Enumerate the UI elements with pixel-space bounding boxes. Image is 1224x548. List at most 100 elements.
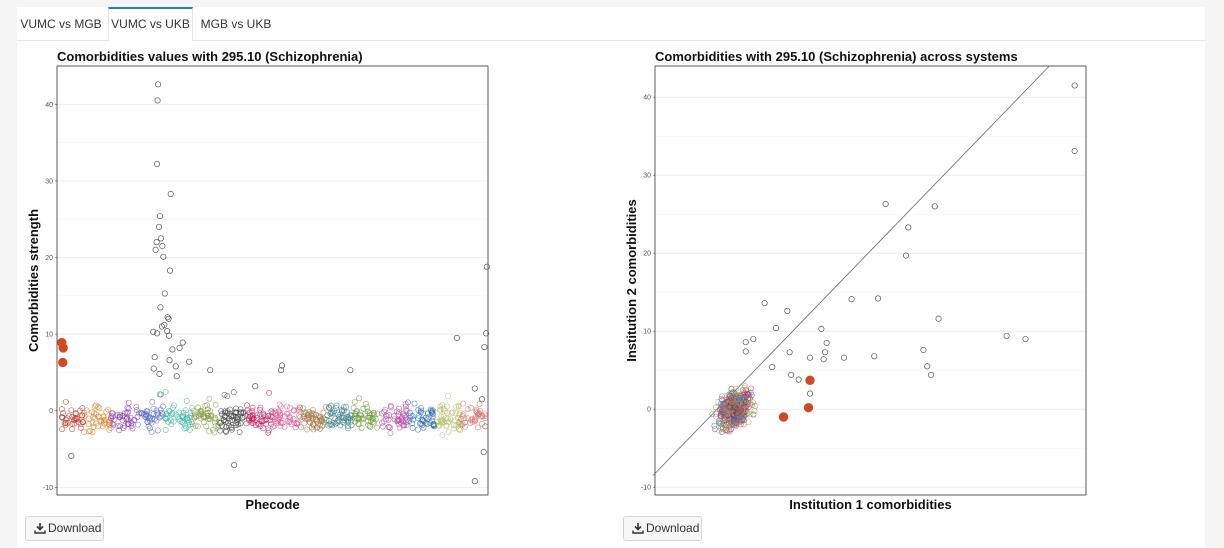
data-point xyxy=(430,411,436,417)
data-point xyxy=(206,395,213,402)
outlier-point xyxy=(157,235,164,242)
tab-mgb-vs-ukb[interactable]: MGB vs UKB xyxy=(200,17,272,31)
data-point xyxy=(145,413,152,420)
outlier-point xyxy=(820,356,827,363)
data-point xyxy=(184,414,191,421)
data-point xyxy=(403,422,410,429)
data-point xyxy=(342,415,349,422)
outlier-point xyxy=(179,339,186,346)
data-point xyxy=(72,410,79,417)
data-point xyxy=(733,385,740,392)
y-tick-label: 20 xyxy=(45,255,53,262)
data-point xyxy=(438,413,444,420)
download-button-right[interactable]: Download xyxy=(623,516,702,541)
data-point xyxy=(105,406,112,413)
data-point xyxy=(385,423,392,430)
data-point xyxy=(306,419,313,426)
outlier-point xyxy=(902,252,910,259)
outlier-point xyxy=(172,363,179,370)
data-point xyxy=(97,417,104,424)
data-point xyxy=(117,423,124,430)
data-point xyxy=(309,414,316,421)
data-point xyxy=(275,414,281,421)
data-point xyxy=(169,410,176,417)
data-point xyxy=(334,419,341,426)
data-point xyxy=(131,416,138,423)
data-point xyxy=(189,421,196,427)
outlier-point xyxy=(1071,82,1078,89)
data-point xyxy=(81,412,88,419)
outlier-point xyxy=(882,201,889,208)
data-point xyxy=(725,412,731,419)
data-point xyxy=(244,402,250,409)
outlier-point xyxy=(231,462,238,469)
data-point xyxy=(182,415,189,422)
data-point xyxy=(116,413,123,420)
data-point xyxy=(445,419,451,426)
data-point xyxy=(203,423,210,430)
data-point xyxy=(263,416,270,423)
outlier-point xyxy=(151,354,158,361)
data-point xyxy=(420,417,426,424)
data-point xyxy=(212,419,218,426)
data-point xyxy=(433,419,440,426)
data-point xyxy=(265,427,272,434)
data-point xyxy=(752,403,759,409)
outlier-point xyxy=(150,328,157,335)
data-point xyxy=(355,414,362,421)
tab-vumc-vs-ukb[interactable]: VUMC vs UKB xyxy=(108,7,193,41)
data-point xyxy=(335,417,342,423)
data-point xyxy=(171,402,178,409)
data-point xyxy=(445,393,451,399)
tab-bar: VUMC vs MGB VUMC vs UKB MGB vs UKB xyxy=(17,7,1205,41)
data-point xyxy=(430,420,437,427)
download-icon xyxy=(632,523,644,534)
data-point xyxy=(378,410,385,417)
data-point xyxy=(327,410,334,417)
data-point xyxy=(399,414,405,421)
outlier-point xyxy=(483,330,490,337)
data-point xyxy=(148,419,155,426)
outlier-point xyxy=(167,190,174,197)
x-axis-title: Phecode xyxy=(245,497,299,512)
data-point xyxy=(156,391,163,398)
data-point xyxy=(445,415,451,422)
y-tick-label: 30 xyxy=(45,178,53,185)
outlier-point xyxy=(1003,332,1010,339)
data-point xyxy=(270,410,276,417)
data-point xyxy=(62,421,69,428)
data-point xyxy=(415,415,422,422)
data-point xyxy=(364,404,370,411)
data-point xyxy=(133,404,140,410)
tab-vumc-vs-mgb[interactable]: VUMC vs MGB xyxy=(20,17,102,31)
outlier-point xyxy=(164,314,171,321)
data-point xyxy=(208,412,215,419)
data-point xyxy=(162,415,169,422)
data-point xyxy=(81,429,87,435)
data-point xyxy=(257,404,264,411)
data-point xyxy=(733,421,740,428)
data-point xyxy=(195,404,201,411)
data-point xyxy=(237,420,244,427)
data-point xyxy=(300,405,306,412)
data-point xyxy=(741,411,748,418)
data-point xyxy=(108,413,115,419)
outlier-point xyxy=(150,365,157,372)
data-point xyxy=(458,416,465,422)
data-point xyxy=(211,429,218,436)
data-point xyxy=(744,391,751,398)
data-point xyxy=(277,423,284,430)
data-point xyxy=(418,405,424,412)
download-button-left[interactable]: Download xyxy=(25,516,104,541)
data-point xyxy=(716,419,723,426)
data-point xyxy=(106,426,113,433)
outlier-point xyxy=(158,323,165,330)
data-point xyxy=(192,413,199,420)
data-point xyxy=(287,418,294,425)
data-point xyxy=(61,420,68,427)
data-point xyxy=(86,415,92,422)
data-point xyxy=(149,398,156,405)
highlight-point xyxy=(803,402,814,413)
data-point xyxy=(351,398,358,405)
data-point xyxy=(232,409,239,416)
